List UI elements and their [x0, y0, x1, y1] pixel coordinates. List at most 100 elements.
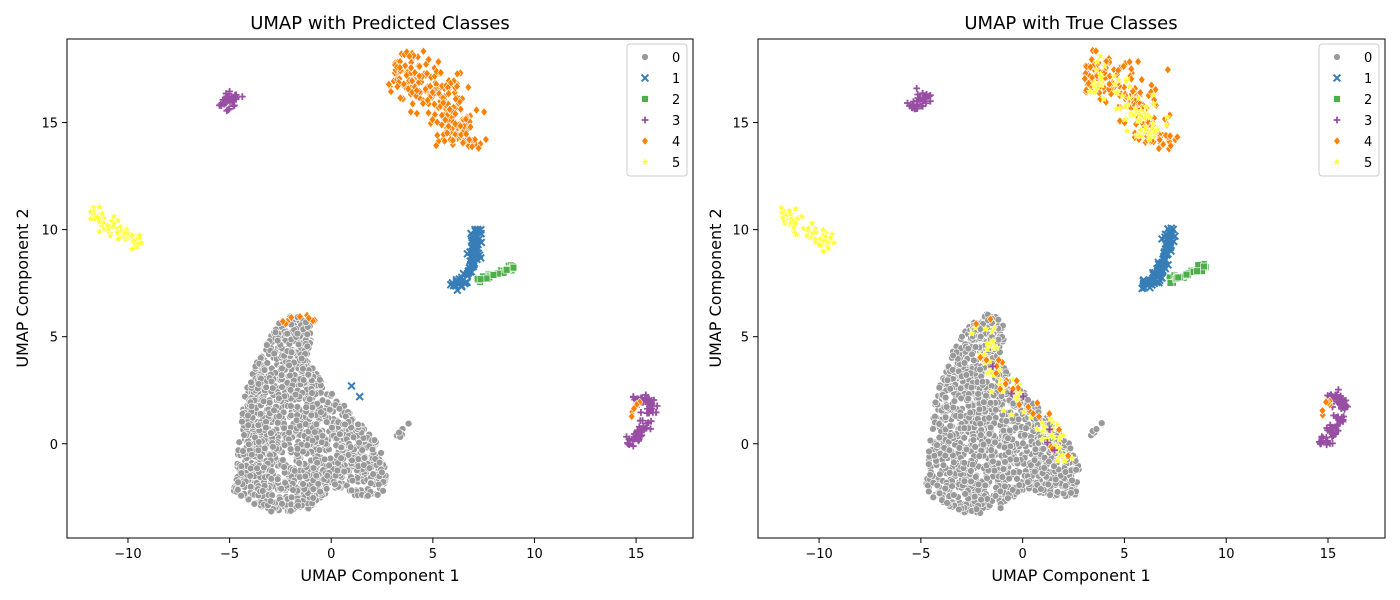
data-point [946, 385, 954, 393]
data-point [470, 233, 479, 242]
data-point [943, 376, 952, 384]
data-point [958, 333, 966, 341]
data-point [1004, 448, 1013, 456]
data-point [244, 421, 252, 429]
data-point [303, 330, 312, 339]
data-point [945, 446, 954, 454]
data-point [935, 383, 943, 392]
data-point [489, 271, 498, 279]
data-point [259, 487, 267, 495]
data-point [317, 408, 325, 416]
cluster-class-3-small-top-left [216, 87, 246, 115]
data-point [451, 94, 460, 104]
data-point [1039, 445, 1047, 453]
data-point [323, 472, 332, 480]
data-point [368, 445, 377, 454]
x-tick-label: 0 [327, 547, 335, 562]
data-point [451, 109, 460, 119]
data-point [929, 493, 938, 502]
data-point [293, 403, 302, 411]
legend-item-4: 4 [641, 135, 680, 150]
data-point [971, 492, 979, 501]
data-point [113, 234, 123, 243]
x-tick-label: 15 [628, 547, 645, 562]
y-tick-label: 5 [741, 331, 749, 346]
data-point [433, 130, 442, 140]
chart-title: UMAP with True Classes [964, 13, 1177, 34]
predicted-classes-panel: UMAP with Predicted Classes −10 −5 0 5 10 150… [13, 13, 694, 585]
data-point [1024, 396, 1032, 404]
data-point [348, 456, 356, 465]
data-point [929, 425, 937, 433]
cluster-class-5-left-streak [777, 203, 839, 255]
data-point [930, 452, 939, 460]
data-point [97, 209, 107, 218]
legend-item-3: 3 [641, 114, 680, 129]
data-point [129, 236, 139, 245]
data-point [627, 411, 636, 422]
data-point [1009, 486, 1017, 494]
data-point [322, 485, 331, 493]
data-point [240, 431, 248, 439]
data-point [1013, 475, 1021, 483]
data-point [289, 486, 297, 494]
data-point [261, 444, 269, 453]
data-point [1053, 488, 1062, 496]
data-point [267, 429, 275, 437]
data-point [1182, 270, 1191, 279]
data-point [913, 84, 921, 92]
data-point [377, 449, 385, 457]
data-point [635, 436, 643, 444]
data-point [287, 411, 295, 420]
data-point [472, 105, 481, 115]
data-point [255, 438, 263, 446]
data-point [320, 455, 329, 464]
data-point [467, 243, 477, 252]
data-point [221, 99, 229, 107]
cluster-class-0-tail [1087, 419, 1106, 440]
data-point [415, 71, 424, 81]
legend-label: 5 [1364, 156, 1372, 171]
data-point [277, 485, 285, 493]
data-point [428, 114, 437, 125]
data-point [419, 46, 428, 56]
data-point [109, 211, 119, 221]
scatter-points [777, 45, 1351, 517]
data-point [950, 458, 958, 467]
data-point [360, 461, 368, 469]
data-point [385, 79, 393, 90]
data-point [226, 87, 233, 95]
data-point [396, 62, 404, 73]
cluster-class-4-blob-top-spot [279, 310, 319, 329]
data-point [256, 453, 264, 461]
data-point [404, 84, 412, 94]
data-point [471, 134, 479, 145]
data-point [462, 129, 470, 139]
data-point [946, 432, 954, 440]
data-point [360, 454, 369, 462]
data-point [629, 437, 637, 445]
data-point [333, 466, 342, 475]
data-point [950, 397, 959, 405]
data-point [1030, 456, 1039, 464]
data-point [1012, 455, 1021, 464]
data-point [293, 445, 302, 453]
data-point [1193, 267, 1201, 275]
data-point [975, 452, 983, 460]
data-point [437, 67, 445, 78]
data-point [653, 402, 661, 410]
y-axis-label: UMAP Component 2 [13, 208, 32, 367]
cluster-class-1-outliers [347, 381, 364, 401]
data-point [316, 488, 324, 496]
data-point [1031, 467, 1039, 476]
data-point [306, 395, 314, 403]
legend-box [626, 43, 688, 177]
data-point [982, 391, 990, 400]
data-point [299, 365, 307, 373]
data-point [115, 222, 125, 231]
x-tick-label: 0 [1019, 547, 1027, 562]
data-point [375, 480, 383, 489]
y-tick-label: 0 [741, 438, 749, 453]
data-point [990, 466, 999, 475]
data-point [401, 61, 409, 71]
